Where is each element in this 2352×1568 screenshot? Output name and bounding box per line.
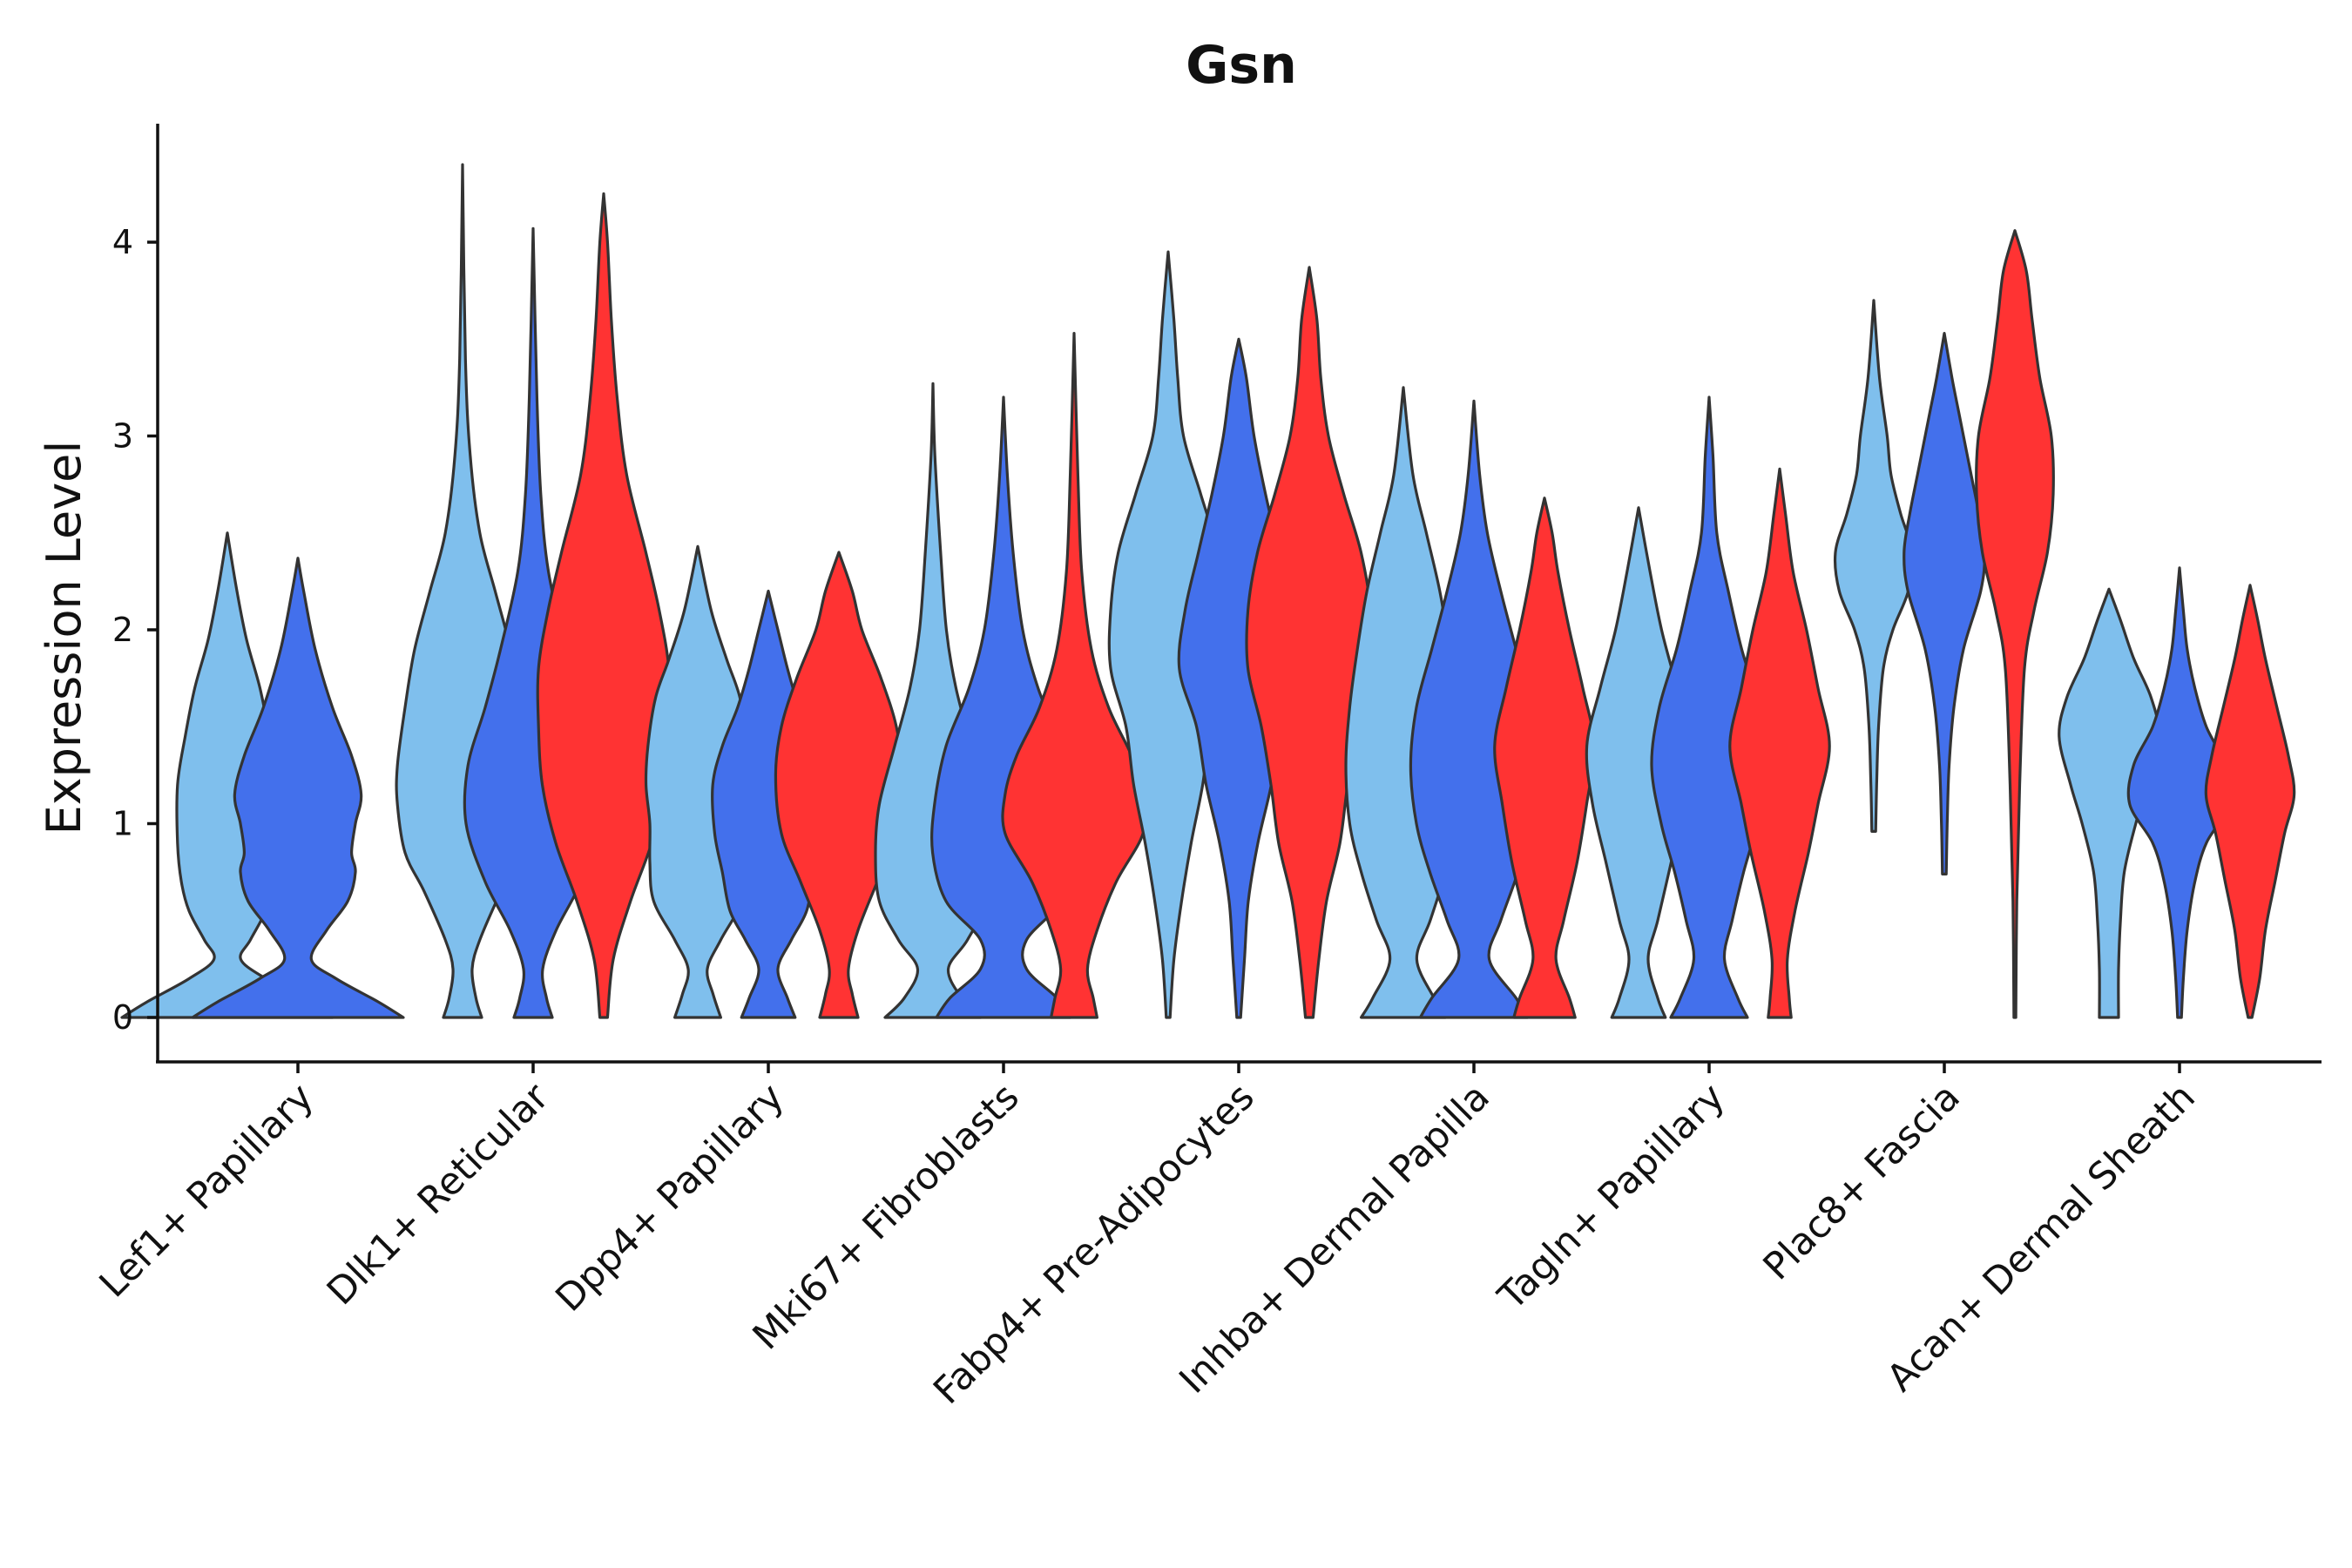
violins-layer (120, 163, 2296, 1019)
violin-6-0 (1585, 506, 1693, 1019)
x-tick-label: Mki67+ Fibroblasts (745, 1075, 1028, 1358)
violin-8-1 (2126, 566, 2233, 1019)
violin-0-1 (191, 557, 405, 1019)
x-tick-label: Lef1+ Papillary (91, 1075, 322, 1306)
x-tick-label: Dlk1+ Reticular (319, 1075, 558, 1314)
y-tick-label: 2 (112, 611, 133, 649)
violin-8-2 (2204, 584, 2296, 1019)
y-axis-label: Expression Level (37, 441, 91, 835)
violin-2-1 (711, 589, 826, 1019)
x-tick-label: Dpp4+ Papillary (548, 1075, 793, 1320)
y-tick-label: 4 (112, 223, 133, 261)
violin-7-2 (1975, 229, 2055, 1019)
violin-6-1 (1650, 395, 1768, 1019)
violin-0-0 (120, 531, 335, 1019)
y-ticks: 0 1 2 3 4 (112, 223, 158, 1037)
chart-title: Gsn (1186, 35, 1297, 96)
violin-4-2 (1245, 266, 1374, 1019)
violin-8-0 (2058, 587, 2160, 1019)
violin-2-2 (774, 551, 904, 1019)
y-tick-label: 3 (112, 417, 133, 456)
y-tick-label: 0 (112, 998, 133, 1037)
violin-3-2 (1001, 332, 1147, 1019)
violin-7-0 (1833, 299, 1915, 833)
violin-7-1 (1903, 332, 1986, 875)
y-tick-label: 1 (112, 805, 133, 843)
x-tick-label: Plac8+ Fascia (1755, 1075, 1969, 1288)
violin-5-2 (1493, 497, 1596, 1019)
x-tick-label: Tagln+ Papillary (1490, 1075, 1734, 1319)
violin-6-2 (1728, 467, 1831, 1019)
